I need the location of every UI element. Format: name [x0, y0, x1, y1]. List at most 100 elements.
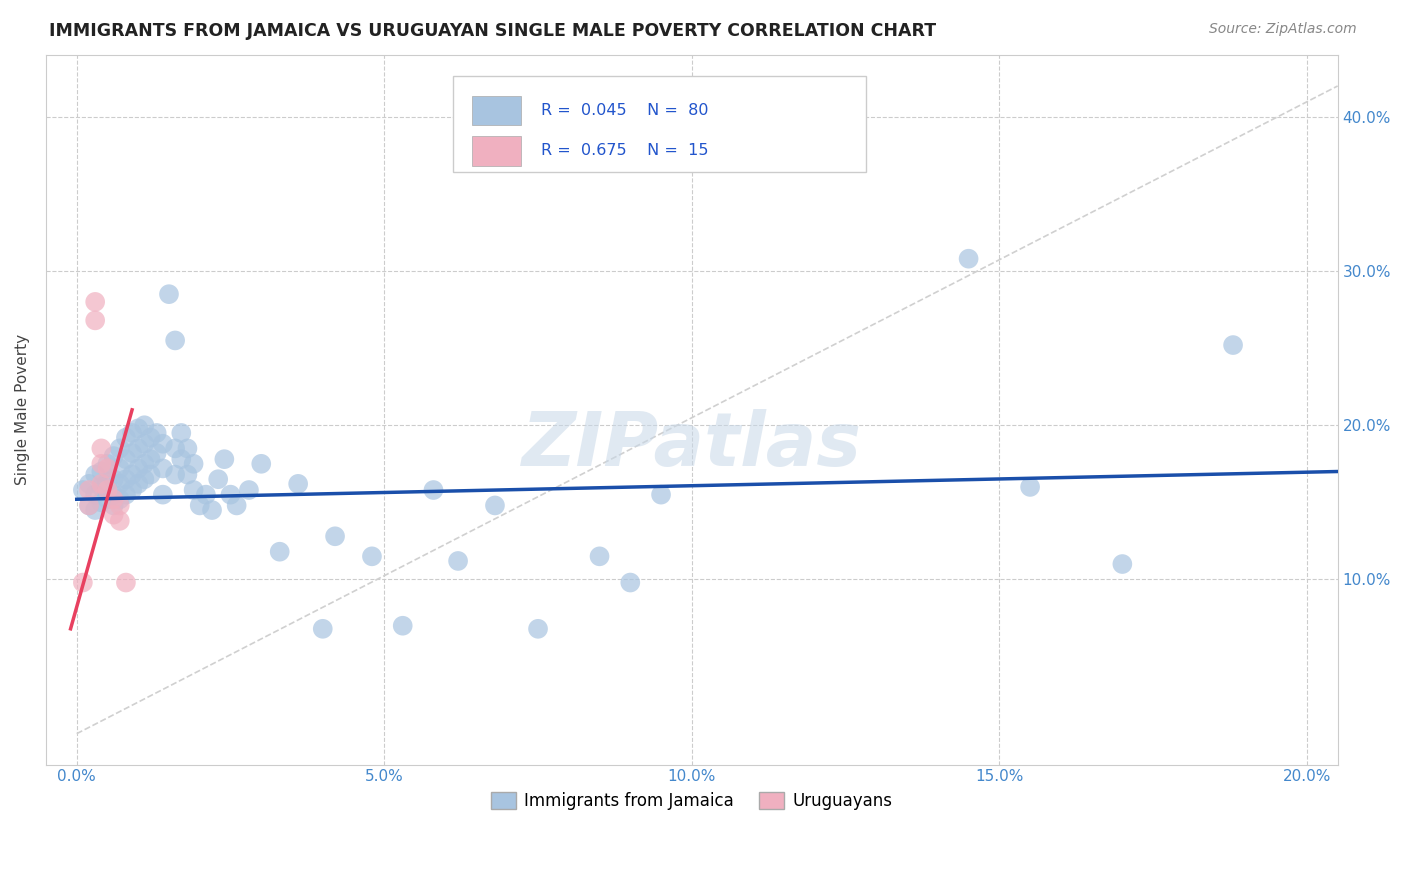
Point [115, 472, 138, 486]
Point [90, 465, 112, 479]
Point [84, 467, 107, 482]
Point [121, 483, 143, 497]
Point [176, 442, 198, 456]
Point [157, 287, 180, 301]
Point [77, 499, 100, 513]
Point [139, 467, 162, 482]
Point [90, 457, 112, 471]
Point [165, 442, 187, 456]
Text: R =  0.675    N =  15: R = 0.675 N = 15 [541, 144, 709, 159]
Point [84, 503, 107, 517]
Point [84, 488, 107, 502]
Point [115, 488, 138, 502]
Point [72, 575, 94, 590]
Point [1111, 557, 1133, 571]
Point [361, 549, 384, 564]
Point [108, 499, 131, 513]
Point [96, 457, 118, 471]
Point [72, 483, 94, 497]
Point [103, 488, 125, 502]
Point [103, 449, 125, 463]
Point [165, 334, 187, 348]
Bar [472, 95, 522, 126]
Point [108, 442, 131, 456]
Point [121, 425, 143, 440]
Point [134, 457, 156, 471]
Point [115, 452, 138, 467]
Point [134, 436, 156, 450]
Point [115, 575, 138, 590]
Point [77, 476, 100, 491]
Point [207, 472, 229, 486]
Point [103, 508, 125, 522]
Point [90, 476, 112, 491]
Point [176, 467, 198, 482]
Point [134, 472, 156, 486]
Point [312, 622, 335, 636]
Point [214, 452, 236, 467]
Point [219, 488, 242, 502]
Bar [472, 136, 522, 166]
Point [96, 492, 118, 507]
Legend: Immigrants from Jamaica, Uruguayans: Immigrants from Jamaica, Uruguayans [485, 785, 900, 816]
Point [127, 421, 149, 435]
Point [152, 436, 174, 450]
Point [238, 483, 260, 497]
Point [90, 442, 112, 456]
FancyBboxPatch shape [453, 77, 866, 172]
Point [84, 294, 107, 309]
Point [96, 483, 118, 497]
Point [619, 575, 641, 590]
Text: ZIPatlas: ZIPatlas [522, 409, 862, 482]
Point [108, 476, 131, 491]
Point [115, 431, 138, 445]
Point [127, 442, 149, 456]
Point [1222, 338, 1244, 352]
Point [139, 452, 162, 467]
Point [225, 499, 247, 513]
Point [108, 461, 131, 475]
Point [96, 461, 118, 475]
Point [96, 475, 118, 490]
Point [170, 425, 193, 440]
Point [287, 476, 309, 491]
Point [201, 503, 224, 517]
Y-axis label: Single Male Poverty: Single Male Poverty [15, 334, 30, 485]
Point [269, 544, 291, 558]
Point [77, 499, 100, 513]
Point [103, 499, 125, 513]
Point [170, 452, 193, 467]
Point [152, 461, 174, 475]
Point [139, 431, 162, 445]
Point [90, 495, 112, 509]
Point [108, 514, 131, 528]
Point [447, 554, 470, 568]
Point [77, 483, 100, 497]
Point [103, 492, 125, 507]
Point [188, 499, 211, 513]
Point [250, 457, 273, 471]
Point [183, 483, 205, 497]
Point [121, 467, 143, 482]
Point [484, 499, 506, 513]
Point [1019, 480, 1042, 494]
Point [121, 446, 143, 460]
Point [391, 618, 413, 632]
Point [145, 425, 167, 440]
Point [84, 313, 107, 327]
Point [134, 418, 156, 433]
Text: Source: ZipAtlas.com: Source: ZipAtlas.com [1209, 22, 1357, 37]
Text: IMMIGRANTS FROM JAMAICA VS URUGUAYAN SINGLE MALE POVERTY CORRELATION CHART: IMMIGRANTS FROM JAMAICA VS URUGUAYAN SIN… [49, 22, 936, 40]
Point [183, 457, 205, 471]
Point [152, 488, 174, 502]
Point [127, 476, 149, 491]
Point [194, 488, 217, 502]
Point [103, 472, 125, 486]
Point [145, 446, 167, 460]
Point [650, 488, 672, 502]
Point [588, 549, 610, 564]
Point [108, 492, 131, 507]
Point [165, 467, 187, 482]
Point [127, 461, 149, 475]
Text: R =  0.045    N =  80: R = 0.045 N = 80 [541, 103, 709, 118]
